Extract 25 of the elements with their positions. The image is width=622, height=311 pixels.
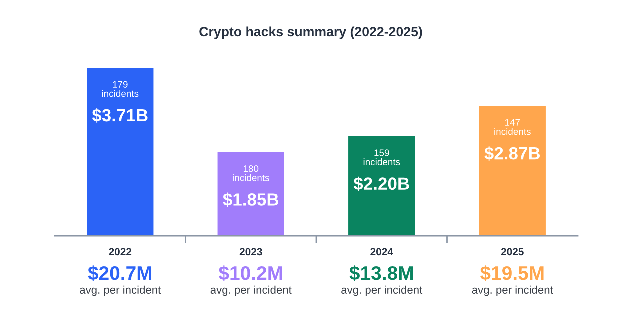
data-label: $3.71B: [92, 108, 148, 123]
data-label: $2.87B: [484, 146, 540, 161]
text: $10.2M: [218, 266, 282, 282]
text: $19.5M: [480, 266, 544, 282]
text: $20.7M: [88, 266, 152, 282]
bar: [348, 136, 416, 236]
data-label: $2.20B: [354, 176, 410, 192]
x-tick-label: 2024: [370, 248, 394, 256]
text: $13.8M: [350, 266, 414, 282]
x-tick-label: 2025: [501, 248, 524, 256]
annotation: 180 incidents: [233, 166, 270, 182]
text: avg. per incident: [80, 286, 162, 296]
text: avg. per incident: [472, 286, 554, 296]
annotation: 159 incidents: [364, 150, 400, 166]
bar: [87, 68, 154, 236]
x-tick-label: 2023: [240, 248, 262, 256]
bar: [218, 152, 284, 236]
text: avg. per incident: [210, 286, 292, 296]
bar: [479, 106, 546, 236]
data-label: $1.85B: [223, 192, 279, 208]
annotation: 179 incidents: [102, 81, 139, 98]
chart-title: Crypto hacks summary (2022-2025): [200, 26, 422, 40]
annotation: 147 incidents: [494, 119, 531, 136]
x-tick-label: 2022: [109, 248, 132, 256]
text: avg. per incident: [342, 286, 423, 296]
